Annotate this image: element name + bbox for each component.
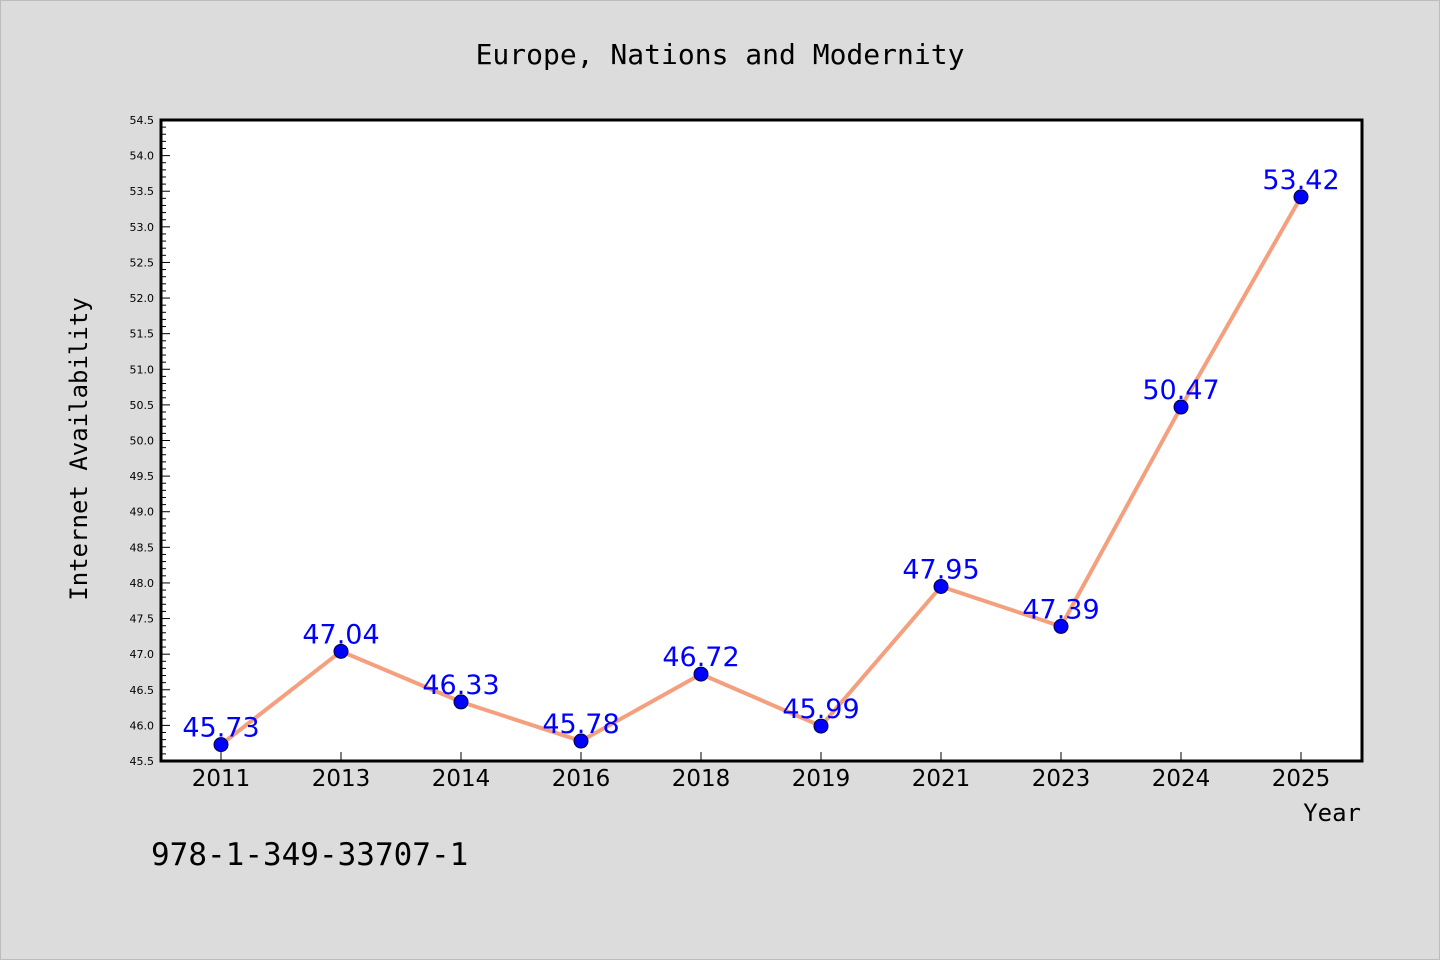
data-label: 50.47 — [1142, 375, 1219, 406]
data-point — [213, 737, 229, 753]
chart-title: Europe, Nations and Modernity — [476, 38, 965, 71]
y-tick-label: 45.5 — [130, 755, 155, 768]
x-tick-label: 2016 — [552, 766, 611, 792]
y-tick-label: 53.0 — [130, 221, 155, 234]
data-point — [933, 579, 949, 595]
y-tick-label: 49.0 — [130, 506, 155, 519]
x-tick-label: 2011 — [192, 766, 251, 792]
data-point — [1293, 189, 1309, 205]
y-tick-label: 50.5 — [130, 399, 155, 412]
x-tick-label: 2019 — [792, 766, 851, 792]
data-label: 47.39 — [1022, 594, 1099, 625]
data-labels: 45.73 47.04 46.33 45.78 46.72 45.99 47.95 47.39… — [182, 165, 1339, 744]
data-point — [453, 694, 469, 710]
x-tick-label: 2023 — [1032, 766, 1091, 792]
data-label: 53.42 — [1262, 165, 1339, 196]
x-tick-label: 2018 — [672, 766, 731, 792]
x-axis-label: Year — [1303, 799, 1361, 827]
data-label: 45.73 — [182, 713, 259, 744]
x-axis: 2011 2013 2014 2016 2018 2019 2021 2023 2024 2025 — [192, 752, 1331, 792]
y-tick-label: 52.5 — [130, 256, 155, 269]
data-label: 47.04 — [302, 619, 379, 650]
y-tick-label: 50.0 — [130, 435, 155, 448]
y-tick-label: 51.0 — [130, 363, 155, 376]
data-point — [573, 733, 589, 749]
y-tick-label: 49.5 — [130, 470, 155, 483]
y-tick-label: 48.5 — [130, 541, 155, 554]
y-axis: 45.5 46.0 46.5 47.0 47.5 48.0 48.5 49.0 49.5 50.0… — [130, 114, 170, 768]
data-label: 46.72 — [662, 642, 739, 673]
y-tick-label: 46.5 — [130, 684, 155, 697]
y-tick-label: 52.0 — [130, 292, 155, 305]
x-tick-label: 2014 — [432, 766, 491, 792]
y-tick-label: 47.5 — [130, 613, 155, 626]
y-axis-label: Internet Availability — [65, 297, 93, 600]
series-line — [219, 194, 1303, 747]
data-point — [1173, 399, 1189, 415]
y-tick-label: 54.0 — [130, 150, 155, 163]
data-point — [333, 643, 349, 659]
data-label: 45.99 — [782, 694, 859, 725]
y-tick-label: 46.0 — [130, 719, 155, 732]
y-tick-label: 54.5 — [130, 114, 155, 127]
series-layer — [213, 189, 1309, 753]
plot-area — [159, 118, 1364, 763]
x-tick-label: 2025 — [1272, 766, 1331, 792]
data-label: 46.33 — [422, 670, 499, 701]
data-label: 47.95 — [902, 555, 979, 586]
data-point — [693, 666, 709, 682]
y-tick-label: 53.5 — [130, 185, 155, 198]
x-tick-label: 2021 — [912, 766, 971, 792]
y-tick-label: 47.0 — [130, 648, 155, 661]
x-tick-label: 2013 — [312, 766, 371, 792]
y-tick-label: 51.5 — [130, 328, 155, 341]
data-label: 45.78 — [542, 709, 619, 740]
x-tick-label: 2024 — [1152, 766, 1211, 792]
data-point — [1053, 618, 1069, 634]
isbn-annotation: 978-1-349-33707-1 — [151, 837, 468, 873]
y-tick-label: 48.0 — [130, 577, 155, 590]
data-point — [813, 718, 829, 734]
